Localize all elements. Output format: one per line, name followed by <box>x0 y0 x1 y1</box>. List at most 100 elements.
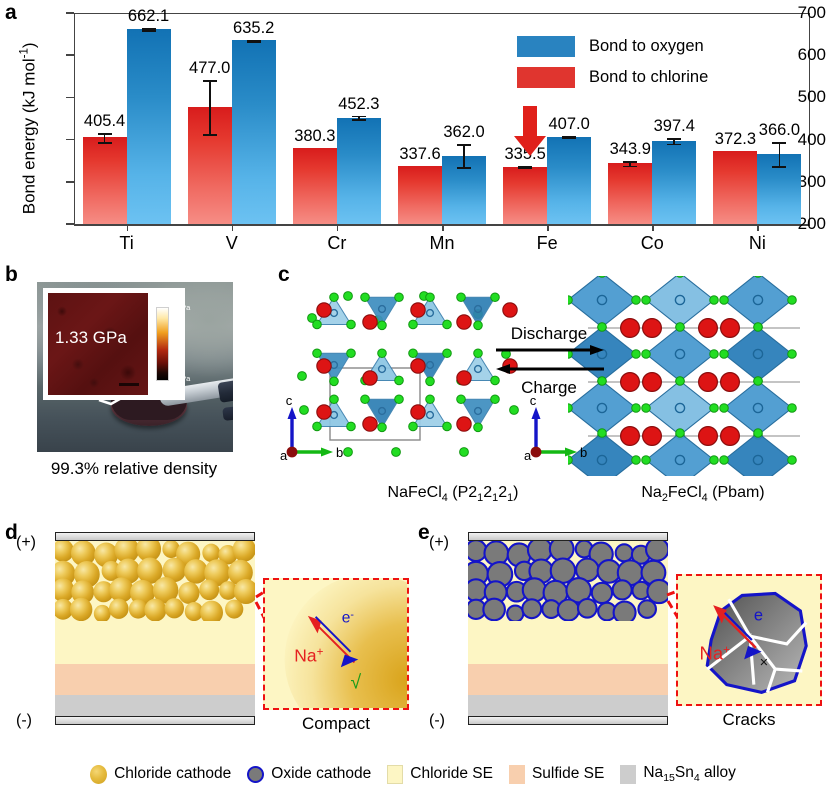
legend-label-oxygen: Bond to oxygen <box>589 36 704 55</box>
error-bar-cap <box>141 29 156 32</box>
panel-label-b: b <box>5 263 18 286</box>
cross-mark-icon-e: × <box>760 655 769 671</box>
x-tick-label-fe: Fe <box>536 233 558 253</box>
x-tick-label-cr: Cr <box>327 233 347 253</box>
panel-c-crystal-structures: c c a b c a b Discharge Charge NaFeCl4 (… <box>268 262 826 520</box>
y-tick-mark <box>66 181 74 183</box>
bar-ni-chlorine <box>713 151 758 224</box>
bar-value-mn-chlorine: 337.6 <box>399 144 441 163</box>
x-tick-mark <box>336 224 339 231</box>
bar-cr-chlorine <box>292 147 337 224</box>
x-tick-mark <box>757 224 759 231</box>
y-tick-label: 300 <box>797 171 826 191</box>
panel-e-cracked-oxide-cell: e (+) (-) <box>413 520 826 742</box>
x-tick-mark <box>652 224 654 231</box>
panel-label-e: e <box>418 521 430 544</box>
bar-ti-oxygen <box>126 28 171 224</box>
legend-item-sulfide-se: Sulfide SE <box>508 764 604 784</box>
negative-current-collector-d <box>55 716 255 725</box>
alloy-swatch <box>620 764 637 784</box>
charge-label: Charge <box>521 378 577 397</box>
right-structure-label: Na2FeCl4 (Pbam) <box>641 484 765 505</box>
afm-modulus-map <box>48 293 148 395</box>
panel-a-bar-chart: a Bond energy (kJ mol-1) 200 300 400 500 600… <box>0 0 826 262</box>
error-bar <box>103 132 106 142</box>
bar-value-cr-oxygen: 452.3 <box>338 94 380 113</box>
error-bar-cap <box>518 166 533 168</box>
bar-value-ti-chlorine: 405.4 <box>83 111 126 130</box>
bar-value-co-oxygen: 397.4 <box>653 116 695 135</box>
error-bar-cap <box>246 39 261 42</box>
panel-b-pellet-photo: b 1.33 GPa 5 GPa 0 GPa 99.3% relative de… <box>0 262 268 520</box>
bar-v-oxygen <box>231 40 276 224</box>
plot-area <box>74 13 810 225</box>
error-bar-cap <box>97 141 112 144</box>
error-bar-cap <box>772 165 787 168</box>
bar-co-chlorine <box>608 163 653 224</box>
legend-label-oxide-cathode: Oxide cathode <box>271 765 372 782</box>
bar-fe-oxygen <box>547 136 592 224</box>
legend-item-chloride-se: Chloride SE <box>387 764 493 784</box>
legend-swatch-oxygen <box>517 35 575 57</box>
positive-current-collector-e <box>468 532 668 541</box>
x-tick-label-co: Co <box>640 233 664 253</box>
afm-scale-bar <box>119 383 139 386</box>
grey-sphere-icon <box>247 765 265 783</box>
axis-label-a: a <box>280 448 288 463</box>
bar-value-cr-chlorine: 380.3 <box>294 126 336 145</box>
chloride-se-swatch <box>387 764 404 784</box>
negative-current-collector-e <box>468 716 668 725</box>
tweezer-arm-lower <box>222 400 233 421</box>
red-down-arrow-icon <box>514 106 546 156</box>
error-bar-cap <box>562 137 577 140</box>
x-tick-mark <box>442 224 444 231</box>
panel-label-d: d <box>5 521 18 544</box>
error-bar <box>778 142 781 166</box>
electron-label-e: e <box>754 607 763 625</box>
sulfide-se-layer-d <box>55 664 255 695</box>
error-bar-cap <box>246 40 261 43</box>
error-bar-cap <box>202 80 217 82</box>
afm-colorbar <box>156 307 169 381</box>
legend-label-chloride-se: Chloride SE <box>410 765 493 782</box>
x-tick-label-ni: Ni <box>748 233 766 253</box>
axis-label-c: c <box>286 398 293 408</box>
bar-fe-chlorine <box>503 166 548 224</box>
error-bar <box>629 160 632 166</box>
error-bar <box>357 115 360 120</box>
na-ion-label-e: Na+ <box>700 642 731 663</box>
y-tick-label: 700 <box>797 3 826 22</box>
legend-entry-oxygen: Bond to oxygen <box>517 33 708 59</box>
figure-legend: Chloride cathode Oxide cathode Chloride … <box>0 755 826 793</box>
error-bar-cap <box>457 144 471 146</box>
left-structure-label: NaFeCl4 (P212121) <box>387 484 519 505</box>
svg-text:c: c <box>530 398 537 408</box>
legend-label-chlorine: Bond to chlorine <box>589 67 709 86</box>
error-bar <box>463 144 465 168</box>
yellow-sphere-icon <box>90 764 108 784</box>
x-tick-label-mn: Mn <box>429 233 455 253</box>
y-tick-label: 500 <box>797 87 826 107</box>
bar-ti-chlorine <box>82 137 127 224</box>
bar-value-mn-oxygen: 362.0 <box>443 123 485 142</box>
legend-item-alloy: Na15Sn4 alloy <box>620 764 736 784</box>
zoom-caption-d: Compact <box>301 714 371 733</box>
svg-text:a: a <box>524 448 532 463</box>
legend-item-oxide-cathode: Oxide cathode <box>247 765 371 783</box>
x-tick-mark <box>231 224 234 231</box>
x-tick-label-v: V <box>225 233 238 253</box>
alloy-layer-e <box>468 695 668 716</box>
legend-entry-chlorine: Bond to chlorine <box>517 64 708 90</box>
discharge-charge-arrows <box>496 345 604 374</box>
legend-label-chloride-cathode: Chloride cathode <box>114 765 232 782</box>
legend-label-alloy: Na15Sn4 alloy <box>643 763 736 785</box>
chloride-cathode-particles <box>55 541 255 621</box>
check-mark-icon-d: √ <box>351 672 362 694</box>
bar-co-oxygen <box>652 140 697 224</box>
error-bar-cap <box>623 165 638 168</box>
error-bar <box>673 137 676 144</box>
error-bar-cap <box>202 134 217 136</box>
zoom-inset-d: Na+ e- √ <box>263 574 456 745</box>
error-bar-cap <box>351 119 366 122</box>
sulfide-se-layer-e <box>468 664 668 695</box>
